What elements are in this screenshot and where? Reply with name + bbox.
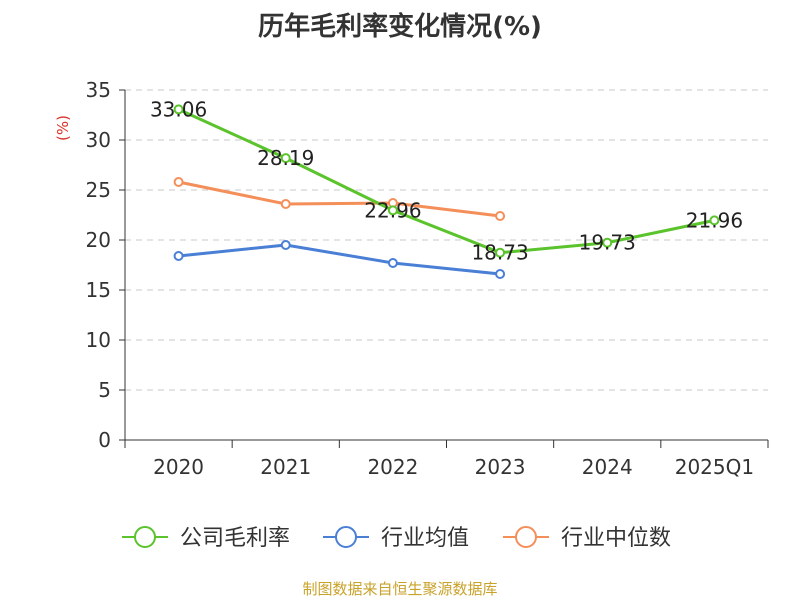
data-point [173,104,184,115]
legend-marker [134,526,156,548]
x-tick-label: 2023 [475,455,526,479]
data-point [280,240,291,250]
data-point [280,199,291,209]
y-tick-label: 30 [86,128,111,152]
x-tick-label: 2025Q1 [675,455,754,479]
y-tick-label: 35 [86,78,111,102]
data-point [280,153,291,164]
data-label: 22.96 [364,198,421,222]
x-tick-label: 2020 [153,455,204,479]
data-point [173,177,184,187]
y-tick-label: 20 [86,228,111,252]
chart-title: 历年毛利率变化情况(%) [258,12,542,42]
data-point [495,211,506,221]
data-point [495,269,506,279]
data-point [602,237,613,248]
y-tick-label: 15 [86,278,111,302]
series-line [178,180,501,218]
x-tick-label: 2024 [582,455,633,479]
y-tick-label: 0 [98,428,111,452]
y-axis-label: (%) [54,115,72,141]
x-tick-label: 2021 [260,455,311,479]
data-point [387,258,398,268]
series-line [177,108,715,255]
y-tick-label: 5 [98,378,111,402]
source-footer: 制图数据来自恒生聚源数据库 [302,580,498,598]
data-point [173,251,184,261]
x-tick-label: 2022 [367,455,418,479]
legend-marker [335,526,357,548]
y-tick-label: 10 [86,328,111,352]
data-label: 33.06 [150,97,207,121]
data-point [387,205,398,216]
data-label: 18.73 [471,241,528,265]
series-line [178,243,501,276]
data-point [495,247,506,258]
data-point [709,215,720,226]
legend-label: 公司毛利率 [180,526,290,551]
legend-label: 行业中位数 [561,526,671,551]
legend-marker [515,526,537,548]
data-label: 19.73 [579,231,636,255]
data-label: 28.19 [257,146,314,170]
data-label: 21.96 [686,208,743,232]
legend-label: 行业均值 [381,526,469,551]
y-tick-label: 25 [86,178,111,202]
